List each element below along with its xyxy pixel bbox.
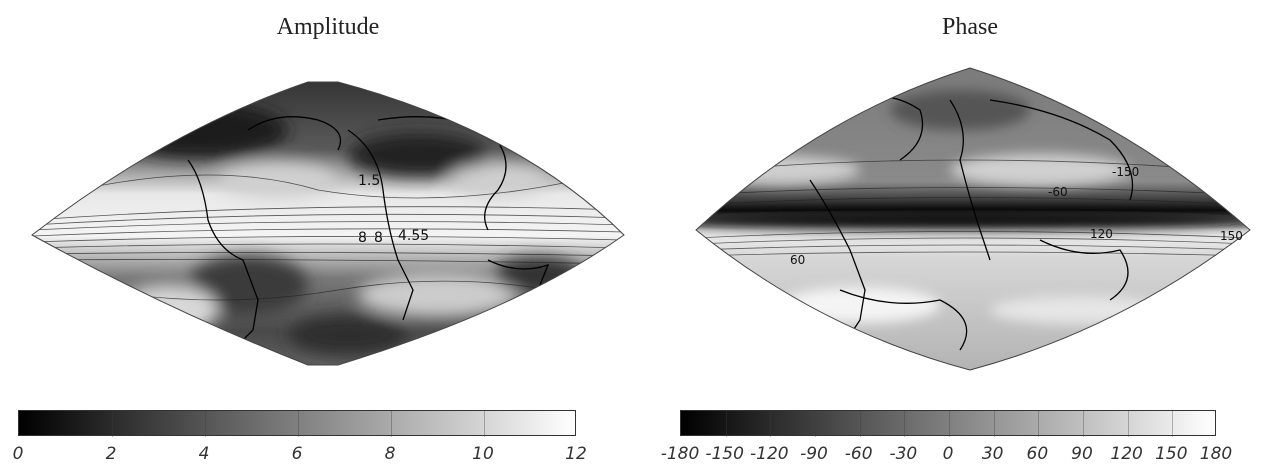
colorbar-tick-label: -30 — [889, 444, 918, 464]
colorbar-tickmark — [1083, 411, 1084, 437]
phase-map: -150 -60 120 60 150 — [695, 67, 1251, 371]
colorbar-tick-label: 60 — [1026, 444, 1049, 464]
amplitude-map: 1.5 8 8 4.55 — [31, 81, 625, 366]
colorbar-tickmark — [112, 411, 113, 437]
colorbar-tick-label: 4 — [198, 444, 210, 464]
contour-label: 8 — [374, 230, 383, 246]
contour-label: 8 — [358, 230, 367, 246]
colorbar-tickmark — [949, 411, 950, 437]
phase-title: Phase — [942, 14, 998, 40]
amplitude-title: Amplitude — [276, 14, 380, 40]
colorbar-tick-label: 180 — [1199, 444, 1233, 464]
colorbar-tickmark — [725, 411, 727, 437]
colorbar-tickmark — [391, 411, 392, 437]
colorbar-tick-label: 2 — [105, 444, 117, 464]
colorbar-tick-label: -90 — [800, 444, 828, 464]
phase-panel: Phase — [660, 0, 1274, 470]
colorbar-tick-label: 0 — [12, 444, 24, 464]
colorbar-tick-label: 6 — [291, 444, 303, 464]
colorbar-tickmark — [298, 411, 299, 437]
colorbar-tickmark — [1172, 411, 1174, 437]
colorbar-tickmark — [859, 411, 861, 437]
contour-label: -60 — [1048, 185, 1068, 199]
contour-label: 120 — [1090, 227, 1113, 241]
contour-label: -150 — [1112, 165, 1139, 179]
phase-colorbar-ticks: -180 -150 -120 -90 -60 -30 0 30 60 90 120 150 180 — [661, 444, 1233, 466]
colorbar-tick-label: 150 — [1155, 444, 1188, 464]
colorbar-tickmark — [484, 411, 485, 437]
contour-label: 150 — [1220, 229, 1243, 243]
colorbar-tick-label: -150 — [705, 444, 744, 464]
colorbar-tick-label: 10 — [472, 444, 494, 464]
amplitude-colorbar — [18, 410, 576, 437]
amplitude-panel: Amplitude — [13, 0, 638, 470]
colorbar-tick-label: -120 — [750, 444, 789, 464]
colorbar-tick-label: 12 — [565, 444, 587, 464]
contour-label: 4.55 — [398, 228, 429, 244]
amplitude-colorbar-ticks: 0 2 4 6 8 10 12 — [13, 444, 587, 466]
colorbar-tick-label: -180 — [660, 444, 700, 464]
colorbar-tick-label: 0 — [942, 444, 954, 464]
colorbar-tickmark — [205, 411, 206, 437]
colorbar-tickmark — [904, 411, 906, 437]
colorbar-tickmark — [815, 411, 816, 437]
colorbar-tickmark — [993, 411, 995, 437]
colorbar-tickmark — [1127, 411, 1129, 437]
colorbar-tickmark — [1038, 411, 1040, 437]
contour-label: 60 — [790, 253, 805, 267]
colorbar-tick-label: -60 — [844, 444, 873, 464]
colorbar-tick-label: 120 — [1110, 444, 1143, 464]
colorbar-tick-label: 30 — [981, 444, 1004, 464]
colorbar-tick-label: 90 — [1071, 444, 1093, 464]
contour-label: 1.5 — [358, 173, 380, 189]
phase-colorbar — [680, 410, 1216, 437]
colorbar-tickmark — [770, 411, 772, 437]
colorbar-tick-label: 8 — [384, 444, 396, 464]
